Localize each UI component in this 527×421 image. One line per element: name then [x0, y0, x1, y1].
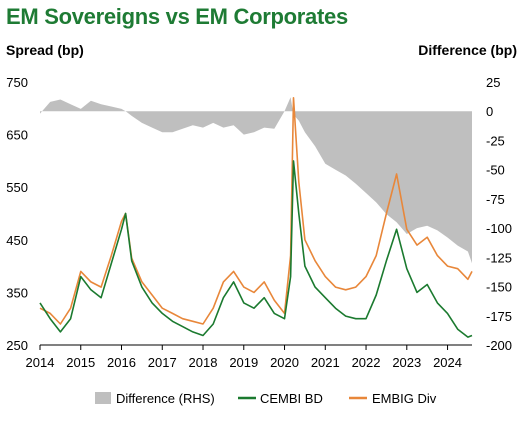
y-right-tick-label: 25: [486, 75, 500, 90]
line-series-layer: [39, 97, 473, 338]
y-right-tick-label: -125: [486, 250, 512, 265]
x-tick-label: 2024: [433, 355, 462, 370]
chart-title: EM Sovereigns vs EM Corporates: [6, 4, 348, 29]
x-tick-label: 2014: [26, 355, 55, 370]
tick-labels-layer: 2014 2015 2016 2017 2018 2019 2020 2021 2022 2023…: [6, 75, 512, 370]
cembi-bd-line: [39, 160, 473, 338]
x-tick-label: 2016: [107, 355, 136, 370]
legend: Difference (RHS) CEMBI BD EMBIG Div: [95, 391, 437, 406]
x-tick-label: 2021: [311, 355, 340, 370]
difference-area-layer: [40, 97, 472, 264]
y-right-tick-label: -25: [486, 133, 505, 148]
x-tick-label: 2017: [148, 355, 177, 370]
legend-swatch-difference: [95, 392, 111, 404]
y-axis-right-title: Difference (bp): [418, 42, 517, 58]
y-right-tick-label: -150: [486, 280, 512, 295]
legend-label-embig: EMBIG Div: [372, 391, 437, 406]
y-right-tick-label: -175: [486, 309, 512, 324]
y-right-tick-label: -75: [486, 192, 505, 207]
y-left-tick-label: 350: [6, 285, 28, 300]
y-right-tick-label: -50: [486, 163, 505, 178]
y-left-tick-label: 450: [6, 233, 28, 248]
embig-div-line: [39, 97, 473, 325]
difference-area: [40, 97, 472, 264]
x-tick-label: 2023: [392, 355, 421, 370]
legend-label-cembi: CEMBI BD: [260, 391, 323, 406]
x-tick-label: 2019: [229, 355, 258, 370]
legend-label-difference: Difference (RHS): [116, 391, 215, 406]
x-tick-label: 2020: [270, 355, 299, 370]
y-axis-left-title: Spread (bp): [6, 42, 84, 58]
y-left-tick-label: 750: [6, 75, 28, 90]
axes-layer: [39, 344, 472, 350]
y-left-tick-label: 650: [6, 128, 28, 143]
y-right-tick-label: -100: [486, 221, 512, 236]
x-tick-label: 2018: [189, 355, 218, 370]
y-right-tick-label: -200: [486, 338, 512, 353]
x-tick-label: 2022: [352, 355, 381, 370]
y-left-tick-label: 250: [6, 338, 28, 353]
y-right-tick-label: 0: [486, 104, 493, 119]
y-left-tick-label: 550: [6, 180, 28, 195]
x-tick-label: 2015: [66, 355, 95, 370]
